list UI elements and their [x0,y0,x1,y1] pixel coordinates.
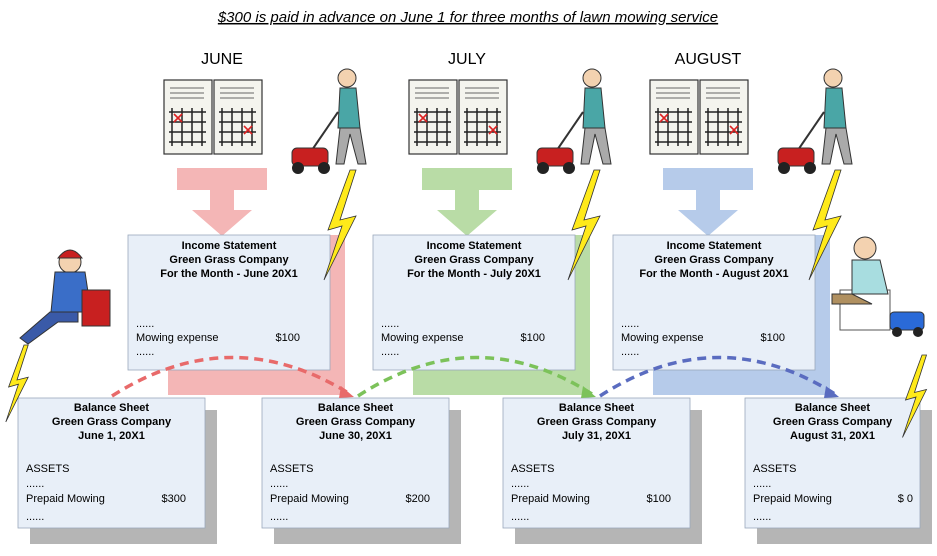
down-arrow [422,168,512,236]
flow-bar [168,370,345,395]
header-line: Green Grass Company [169,254,289,266]
header-line: For the Month - June 20X1 [160,268,298,280]
calendar-page [409,80,457,154]
header-line: For the Month - July 20X1 [407,268,541,280]
header-line: For the Month - August 20X1 [639,268,788,280]
mower-wheel [537,162,549,174]
dots: ...... [136,346,154,358]
mower-handle [557,112,583,150]
dots: ...... [753,478,771,490]
mower-wheel [318,162,330,174]
amount: $ 0 [898,493,913,505]
item-label: Mowing expense [381,332,464,344]
person-legs [822,128,852,164]
person-legs [581,128,611,164]
section: ASSETS [511,463,554,475]
relax-body [852,260,888,294]
header-line: Green Grass Company [537,416,657,428]
person-legs [336,128,366,164]
header-line: Balance Sheet [74,402,150,414]
diagram: $300 is paid in advance on June 1 for th… [0,0,937,556]
header-line: Balance Sheet [318,402,394,414]
header-line: Income Statement [427,240,522,252]
calendar-page [650,80,698,154]
calendar-page [459,80,507,154]
header-line: Green Grass Company [773,416,893,428]
header-line: Income Statement [182,240,277,252]
month-label: JULY [448,51,486,68]
dots: ...... [136,318,154,330]
person-body [338,88,360,128]
person-head [824,69,842,87]
dots: ...... [270,511,288,523]
header-line: Income Statement [667,240,762,252]
item-label: Prepaid Mowing [270,493,349,505]
item-label: Prepaid Mowing [511,493,590,505]
calendar-page [700,80,748,154]
title: $300 is paid in advance on June 1 for th… [217,9,718,26]
header-line: June 30, 20X1 [319,430,392,442]
mower-handle [312,112,338,150]
month-label: AUGUST [675,51,742,68]
mower-wheel [778,162,790,174]
worker-mower [82,290,110,326]
person-body [583,88,605,128]
item-label: Mowing expense [621,332,704,344]
dots: ...... [621,318,639,330]
person-body [824,88,846,128]
person-head [338,69,356,87]
amount: $300 [162,493,186,505]
section: ASSETS [270,463,313,475]
dots: ...... [511,478,529,490]
item-label: Prepaid Mowing [753,493,832,505]
relax-head [854,237,876,259]
header-line: Green Grass Company [654,254,774,266]
header-line: Green Grass Company [414,254,534,266]
dots: ...... [753,511,771,523]
amount: $200 [406,493,430,505]
amount: $100 [276,332,300,344]
flow-bar [413,370,590,395]
mower-wheel [292,162,304,174]
header-line: August 31, 20X1 [790,430,875,442]
dots: ...... [26,478,44,490]
header-line: June 1, 20X1 [78,430,145,442]
calendar-page [164,80,212,154]
dots: ...... [381,346,399,358]
section: ASSETS [26,463,69,475]
arrow-head [824,386,839,398]
header-line: Green Grass Company [296,416,416,428]
mower-wheel [804,162,816,174]
down-arrow [663,168,753,236]
worker-legs [20,312,78,344]
calendar-page [214,80,262,154]
header-line: Balance Sheet [795,402,871,414]
dots: ...... [26,511,44,523]
mower-wheel [563,162,575,174]
worker-cap [58,250,82,258]
header-line: July 31, 20X1 [562,430,631,442]
dots: ...... [511,511,529,523]
header-line: Balance Sheet [559,402,635,414]
amount: $100 [761,332,785,344]
dots: ...... [270,478,288,490]
item-label: Mowing expense [136,332,219,344]
month-label: JUNE [201,51,243,68]
down-arrow [177,168,267,236]
mower-wheel [892,327,902,337]
section: ASSETS [753,463,796,475]
dots: ...... [381,318,399,330]
header-line: Green Grass Company [52,416,172,428]
amount: $100 [647,493,671,505]
arrow-head [339,386,354,398]
amount: $100 [521,332,545,344]
item-label: Prepaid Mowing [26,493,105,505]
flow-bar [653,370,830,395]
dots: ...... [621,346,639,358]
person-head [583,69,601,87]
mower-handle [798,112,824,150]
mower-wheel [913,327,923,337]
